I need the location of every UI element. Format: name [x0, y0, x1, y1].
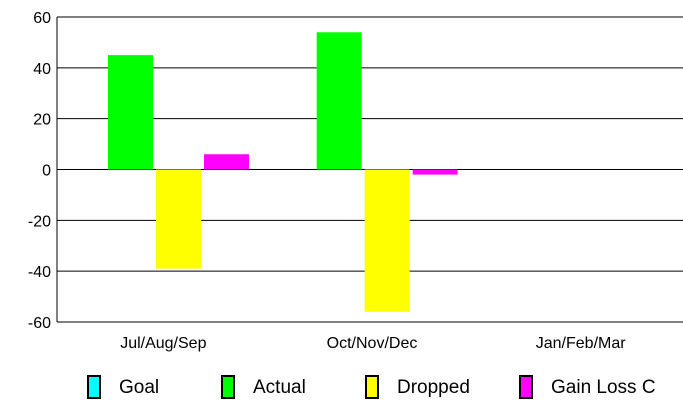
- x-category-label: Jan/Feb/Mar: [536, 335, 626, 352]
- bar-dropped: [156, 169, 201, 269]
- y-tick-label: 60: [33, 10, 51, 27]
- y-tick-label: -60: [28, 315, 51, 332]
- legend-label: Gain Loss C: [551, 377, 656, 398]
- legend-item-dropped[interactable]: Dropped: [365, 375, 470, 399]
- legend-swatch: [87, 375, 101, 399]
- legend-label: Goal: [119, 377, 159, 398]
- y-tick-label: -40: [28, 264, 51, 281]
- bars: [108, 32, 458, 312]
- bar-actual: [108, 55, 153, 170]
- legend[interactable]: Goal Actual Dropped Gain Loss C: [87, 375, 656, 399]
- y-tick-label: 0: [42, 163, 51, 180]
- legend-item-actual[interactable]: Actual: [221, 375, 306, 399]
- legend-swatch: [365, 375, 379, 399]
- x-category-label: Jul/Aug/Sep: [120, 335, 206, 352]
- legend-item-goal[interactable]: Goal: [87, 375, 159, 399]
- legend-swatch: [221, 375, 235, 399]
- y-tick-label: -20: [28, 213, 51, 230]
- bar-dropped: [364, 169, 410, 312]
- axes: [56, 17, 683, 323]
- y-tick-label: 20: [33, 112, 51, 129]
- y-tick-labels: 60 40 20 0 -20 -40 -60: [28, 10, 51, 332]
- y-tick-label: 40: [33, 61, 51, 78]
- x-category-label: Oct/Nov/Dec: [327, 335, 418, 352]
- bar-gain-loss-c: [412, 169, 458, 175]
- bar-gain-loss-c: [204, 154, 249, 170]
- legend-swatch: [519, 375, 533, 399]
- legend-label: Actual: [253, 377, 306, 398]
- legend-item-gain-loss-c[interactable]: Gain Loss C: [519, 375, 656, 399]
- legend-label: Dropped: [397, 377, 470, 398]
- bar-actual: [316, 32, 362, 170]
- x-category-labels: Jul/Aug/Sep Oct/Nov/Dec Jan/Feb/Mar: [120, 335, 626, 352]
